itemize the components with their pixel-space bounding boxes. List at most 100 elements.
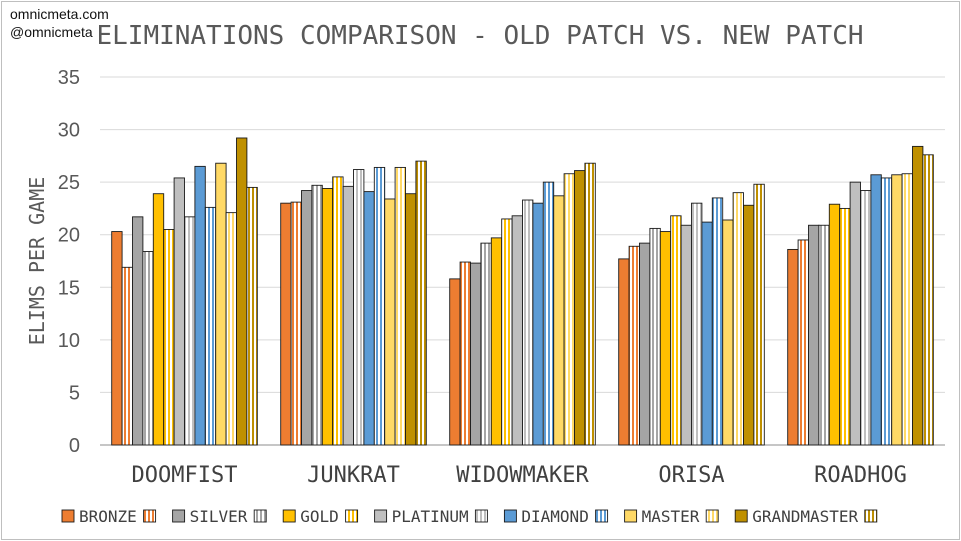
bar-orisa-new-patch-9 <box>711 197 724 446</box>
bar-widowmaker-silver <box>470 262 482 446</box>
bar-doomfist-grandmaster <box>236 137 248 446</box>
bar-orisa-platinum <box>680 224 692 446</box>
bar-doomfist-platinum <box>173 177 185 446</box>
legend-swatch <box>374 509 388 523</box>
bar-roadhog-new-patch-11 <box>901 173 913 446</box>
legend-swatch <box>61 509 75 523</box>
bar-orisa-bronze <box>618 258 630 446</box>
legend-swatch <box>345 509 359 523</box>
y-tick-label: 5 <box>69 382 80 404</box>
x-category-label: DOOMFIST <box>132 463 238 488</box>
bar-roadhog-new-patch-1 <box>797 239 809 446</box>
bar-doomfist-bronze <box>111 231 123 446</box>
bar-doomfist-gold <box>152 193 165 446</box>
legend-swatch <box>503 509 517 523</box>
bar-junkrat-new-patch-9 <box>373 166 386 446</box>
bar-roadhog-new-patch-13 <box>922 154 934 446</box>
legend-label: MASTER <box>642 507 700 526</box>
legend-swatch <box>734 509 748 523</box>
bar-doomfist-silver <box>132 216 144 446</box>
x-category-label: JUNKRAT <box>307 463 400 488</box>
legend-label: SILVER <box>190 507 248 526</box>
y-tick-label: 20 <box>58 225 80 247</box>
bar-junkrat-platinum <box>342 185 354 446</box>
y-axis-label: ELIMS PER GAME <box>25 177 49 346</box>
y-tick-label: 30 <box>58 120 80 142</box>
legend-label: BRONZE <box>79 507 137 526</box>
bar-orisa-grandmaster <box>743 204 755 446</box>
bar-widowmaker-grandmaster <box>574 170 586 446</box>
legend-swatch <box>143 509 157 523</box>
watermark-handle: @omnicmeta <box>10 24 93 40</box>
bar-junkrat-gold <box>321 188 334 446</box>
bar-widowmaker-new-patch-7 <box>522 199 534 446</box>
bar-widowmaker-platinum <box>511 215 523 446</box>
bar-roadhog-new-patch-3 <box>818 224 830 446</box>
legend-swatch <box>624 509 638 523</box>
bar-widowmaker-new-patch-5 <box>501 218 513 446</box>
bar-doomfist-new-patch-11 <box>225 212 237 446</box>
bar-doomfist-master <box>215 162 227 446</box>
bar-orisa-silver <box>639 242 651 446</box>
bar-junkrat-new-patch-13 <box>415 160 427 446</box>
bar-widowmaker-new-patch-9 <box>542 181 555 446</box>
watermark-site: omnicmeta.com <box>10 6 109 22</box>
bar-junkrat-master <box>384 198 396 446</box>
x-category-label: ROADHOG <box>814 463 907 488</box>
bar-widowmaker-master <box>553 195 565 446</box>
bar-doomfist-new-patch-9 <box>204 206 217 446</box>
bar-orisa-gold <box>659 231 672 446</box>
bar-roadhog-platinum <box>849 181 861 446</box>
bar-widowmaker-bronze <box>449 278 461 446</box>
bar-doomfist-new-patch-5 <box>163 229 175 446</box>
bar-roadhog-new-patch-9 <box>880 177 893 446</box>
bar-roadhog-gold <box>828 203 841 446</box>
bar-orisa-new-patch-3 <box>649 227 661 446</box>
bar-orisa-new-patch-1 <box>628 245 640 446</box>
bar-roadhog-diamond <box>870 174 882 446</box>
bar-junkrat-new-patch-7 <box>353 169 365 446</box>
bar-roadhog-grandmaster <box>912 145 924 446</box>
x-category-label: ORISA <box>658 463 724 488</box>
legend-swatch <box>474 509 488 523</box>
bar-roadhog-new-patch-7 <box>860 190 872 446</box>
bar-junkrat-grandmaster <box>405 193 417 446</box>
legend-swatch <box>172 509 186 523</box>
bar-doomfist-diamond <box>194 165 206 446</box>
legend-label: DIAMOND <box>521 507 588 526</box>
bar-widowmaker-new-patch-1 <box>459 261 471 446</box>
bar-junkrat-new-patch-3 <box>311 184 323 446</box>
legend-label: PLATINUM <box>392 507 469 526</box>
bar-roadhog-new-patch-5 <box>839 207 851 446</box>
bar-doomfist-new-patch-3 <box>142 251 154 446</box>
legend-swatch <box>864 509 878 523</box>
bar-widowmaker-diamond <box>532 202 544 446</box>
chart-title: ELIMINATIONS COMPARISON - OLD PATCH VS. … <box>96 21 863 51</box>
legend-label: GRANDMASTER <box>752 507 858 526</box>
bar-junkrat-diamond <box>363 191 375 446</box>
bar-doomfist-new-patch-7 <box>184 216 196 446</box>
y-tick-label: 10 <box>58 330 80 352</box>
bar-orisa-master <box>722 219 734 446</box>
bar-widowmaker-new-patch-11 <box>563 173 575 446</box>
x-category-label: WIDOWMAKER <box>456 463 589 488</box>
bar-widowmaker-new-patch-3 <box>480 242 492 446</box>
y-tick-label: 25 <box>58 172 80 194</box>
legend-swatch <box>595 509 609 523</box>
y-tick-label: 35 <box>58 67 80 89</box>
bar-doomfist-new-patch-1 <box>121 266 133 446</box>
bar-junkrat-silver <box>301 190 313 446</box>
bar-junkrat-new-patch-1 <box>290 201 302 446</box>
y-tick-label: 15 <box>58 277 80 299</box>
legend-label: GOLD <box>300 507 339 526</box>
bar-roadhog-silver <box>808 224 820 446</box>
bar-roadhog-bronze <box>787 248 799 446</box>
bar-doomfist-new-patch-13 <box>246 186 258 446</box>
legend-swatch <box>253 509 267 523</box>
bar-orisa-new-patch-7 <box>691 202 703 446</box>
bar-widowmaker-gold <box>490 237 503 446</box>
bar-widowmaker-new-patch-13 <box>584 162 596 446</box>
bar-junkrat-bronze <box>280 202 292 446</box>
bar-orisa-new-patch-11 <box>732 192 744 446</box>
